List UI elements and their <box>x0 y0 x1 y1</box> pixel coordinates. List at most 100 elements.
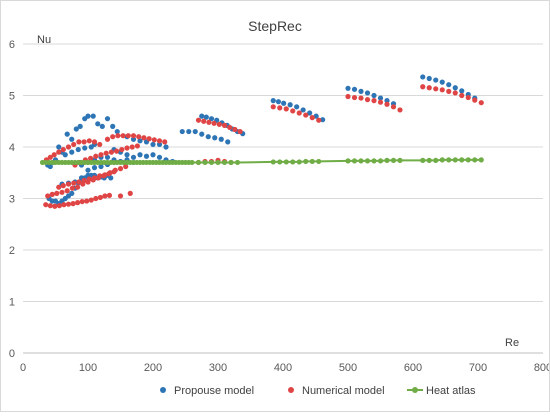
data-point <box>452 157 458 163</box>
data-point <box>270 104 276 110</box>
data-point <box>114 128 120 135</box>
data-point <box>137 152 143 158</box>
data-point <box>104 154 111 160</box>
data-point <box>69 149 75 155</box>
data-point <box>225 139 231 145</box>
x-tick-label: 300 <box>209 362 227 374</box>
series-1 <box>43 84 484 209</box>
data-point <box>123 163 129 170</box>
data-point <box>227 124 233 131</box>
data-point <box>76 139 82 145</box>
data-point <box>300 107 306 113</box>
data-point <box>59 189 65 195</box>
data-point <box>69 136 75 142</box>
legend-item-2: Heat atlas <box>407 385 476 397</box>
data-point <box>137 138 143 144</box>
x-tick-label: 200 <box>144 362 162 374</box>
data-point <box>156 138 163 144</box>
data-point <box>397 107 403 113</box>
data-point <box>303 112 309 118</box>
data-point <box>472 157 478 163</box>
data-point <box>88 155 94 161</box>
y-axis-label: Nu <box>37 34 51 46</box>
data-point <box>97 141 103 148</box>
data-point <box>446 82 452 88</box>
series-0 <box>45 74 478 207</box>
data-point <box>56 184 62 190</box>
data-point <box>150 141 156 148</box>
data-point <box>277 105 283 111</box>
data-point <box>162 139 168 145</box>
data-point <box>199 131 205 137</box>
data-point <box>156 154 163 160</box>
data-point <box>79 198 85 205</box>
data-point <box>90 113 96 119</box>
data-point <box>371 98 377 104</box>
data-point <box>192 128 198 135</box>
data-point <box>212 135 218 141</box>
data-point <box>439 79 445 85</box>
data-point <box>390 104 397 110</box>
data-point <box>345 85 351 91</box>
data-point <box>91 175 98 181</box>
data-point <box>150 152 156 158</box>
data-point <box>390 157 397 163</box>
data-point <box>465 157 471 163</box>
data-point <box>221 159 228 166</box>
data-point <box>201 118 207 124</box>
data-point <box>218 136 224 142</box>
data-point <box>433 86 439 92</box>
legend-label: Numerical model <box>302 385 385 397</box>
data-point <box>117 193 124 199</box>
data-point <box>91 139 98 145</box>
data-point <box>384 98 390 104</box>
data-point <box>114 148 120 154</box>
data-point <box>358 95 364 101</box>
data-point <box>221 122 228 128</box>
data-point <box>108 149 114 155</box>
data-point <box>316 117 322 123</box>
data-point <box>163 144 169 150</box>
data-point <box>56 203 63 209</box>
data-point <box>377 99 384 105</box>
data-point <box>60 146 66 153</box>
series-2 <box>39 157 484 166</box>
legend-marker <box>288 387 294 393</box>
data-point <box>110 134 116 140</box>
data-point <box>208 159 215 166</box>
data-point <box>478 157 484 163</box>
data-point <box>102 193 108 199</box>
x-tick-label: 400 <box>274 362 292 374</box>
data-point <box>61 202 67 208</box>
data-point <box>84 198 90 204</box>
data-point <box>237 128 243 135</box>
data-point <box>195 117 202 123</box>
data-point <box>65 201 72 207</box>
data-point <box>309 158 315 165</box>
data-point <box>270 98 276 104</box>
data-point <box>206 119 212 125</box>
data-point <box>156 141 163 148</box>
data-point <box>290 159 296 165</box>
data-point <box>65 181 72 187</box>
data-point <box>364 90 371 96</box>
y-tick-label: 0 <box>9 348 15 360</box>
data-point <box>125 133 131 139</box>
data-point <box>203 114 209 120</box>
data-point <box>186 128 192 135</box>
data-point <box>351 86 358 92</box>
data-point <box>281 100 287 106</box>
axes: 0 1 2 3 4 5 6 0 100 200 300 400 500 600 700 800 <box>9 39 550 374</box>
data-point <box>202 159 208 166</box>
data-point <box>320 117 326 123</box>
data-point <box>81 177 87 184</box>
data-point <box>228 159 234 166</box>
data-point <box>81 139 87 145</box>
data-point <box>141 135 147 141</box>
chart-title: StepRec <box>248 18 302 34</box>
data-point <box>420 157 426 163</box>
data-point <box>110 123 116 129</box>
data-point <box>99 123 105 129</box>
data-point <box>85 167 91 173</box>
data-point <box>124 145 130 151</box>
